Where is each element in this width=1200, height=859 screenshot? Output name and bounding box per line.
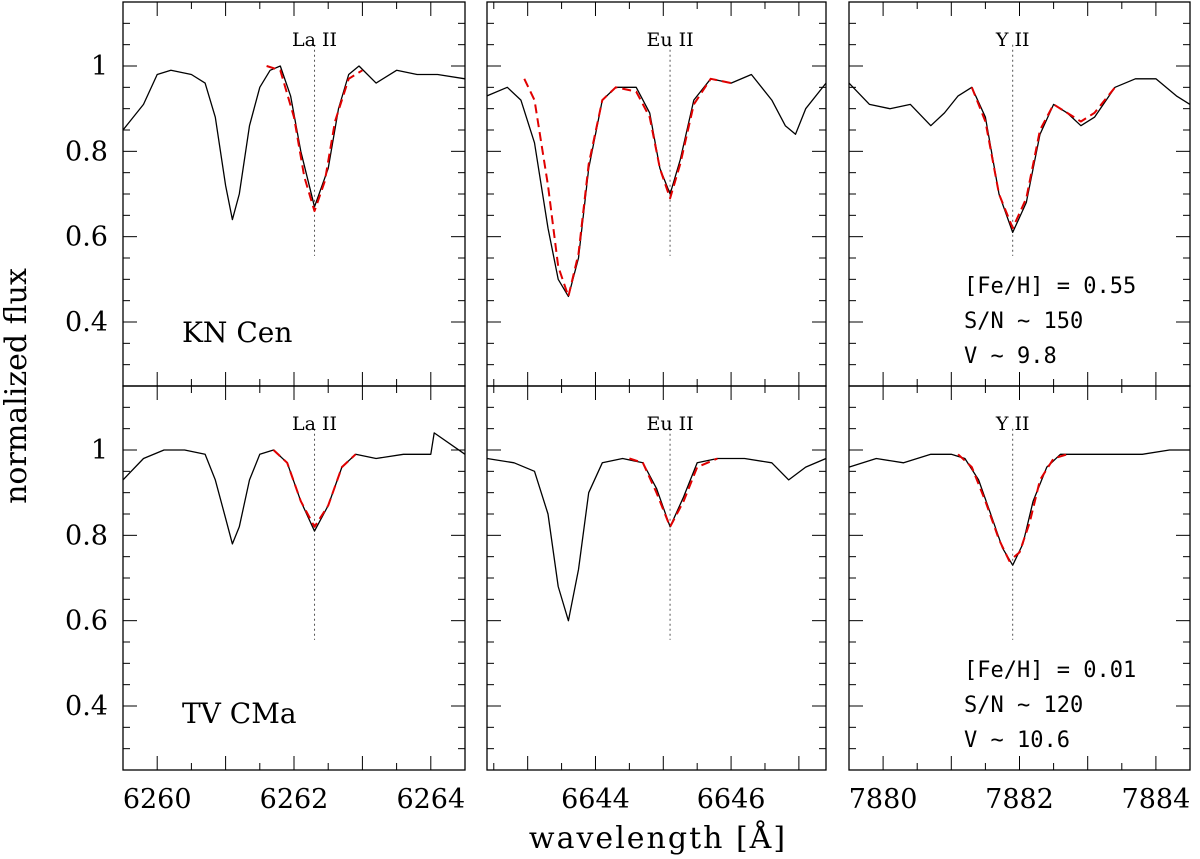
model-spectrum — [523, 77, 732, 298]
y-tick-label: 1 — [91, 435, 108, 466]
x-tick-label: 6260 — [123, 784, 192, 815]
panel-1-0: 6260 6262 6264 0.4 0.6 0.8 1 La II TV CMa — [65, 385, 466, 815]
observed-spectrum — [122, 432, 466, 545]
panel-frame — [122, 1, 466, 387]
line-label: Eu II — [646, 413, 693, 435]
stellar-parameter: [Fe/H] = 0.55 — [964, 274, 1136, 299]
observed-spectrum — [848, 449, 1190, 566]
line-label: La II — [292, 29, 337, 51]
y-axis-label: normalized flux — [0, 268, 34, 504]
observed-spectrum — [122, 65, 466, 221]
observed-spectrum — [848, 78, 1191, 234]
y-tick-label: 0.6 — [65, 222, 108, 253]
stellar-parameter: [Fe/H] = 0.01 — [964, 658, 1136, 683]
y-tick-label: 0.6 — [65, 606, 108, 637]
panel-0-0: 0.4 0.6 0.8 1 La II KN Cen — [65, 1, 466, 387]
observed-spectrum — [486, 73, 827, 298]
y-tick-label: 1 — [91, 51, 108, 82]
panel-1-2: 7880 7882 7884 Y II [Fe/H] = 0.01 S/N ~ 120 V … — [848, 385, 1191, 815]
y-tick-label: 0.8 — [65, 520, 108, 551]
x-tick-label: 7882 — [985, 784, 1054, 815]
stellar-parameter: V ~ 9.8 — [964, 344, 1057, 369]
x-axis-label: wavelength [Å] — [529, 820, 787, 856]
panel-1-1: 6644 6646 Eu II — [486, 385, 827, 815]
x-tick-label: 6262 — [260, 784, 329, 815]
model-spectrum — [272, 449, 357, 528]
x-tick-label: 6646 — [697, 784, 766, 815]
stellar-parameter: S/N ~ 150 — [964, 309, 1083, 334]
line-label: La II — [292, 413, 337, 435]
panel-grid: 0.4 0.6 0.8 1 La II KN Cen Eu II Y II [Fe/H] = 0… — [65, 1, 1191, 815]
line-label: Eu II — [646, 29, 693, 51]
model-spectrum — [629, 457, 718, 528]
stellar-parameter: V ~ 10.6 — [964, 728, 1070, 753]
stellar-parameter: S/N ~ 120 — [964, 693, 1083, 718]
x-tick-label: 7880 — [849, 784, 918, 815]
x-tick-label: 6264 — [396, 784, 465, 815]
observed-spectrum — [486, 457, 827, 622]
model-spectrum — [970, 86, 1116, 230]
panel-frame — [486, 1, 827, 387]
y-tick-label: 0.4 — [65, 307, 108, 338]
panel-0-1: Eu II — [486, 1, 827, 387]
model-spectrum — [266, 65, 363, 213]
x-tick-label: 6644 — [561, 784, 630, 815]
line-label: Y II — [995, 413, 1030, 435]
line-label: Y II — [995, 29, 1030, 51]
panel-frame — [486, 385, 827, 771]
panel-0-2: Y II [Fe/H] = 0.55 S/N ~ 150 V ~ 9.8 — [848, 1, 1191, 387]
model-spectrum — [957, 453, 1068, 562]
y-tick-label: 0.4 — [65, 691, 108, 722]
star-name: KN Cen — [182, 316, 292, 349]
y-tick-label: 0.8 — [65, 136, 108, 167]
star-name: TV CMa — [182, 697, 297, 730]
x-tick-label: 7884 — [1122, 784, 1191, 815]
